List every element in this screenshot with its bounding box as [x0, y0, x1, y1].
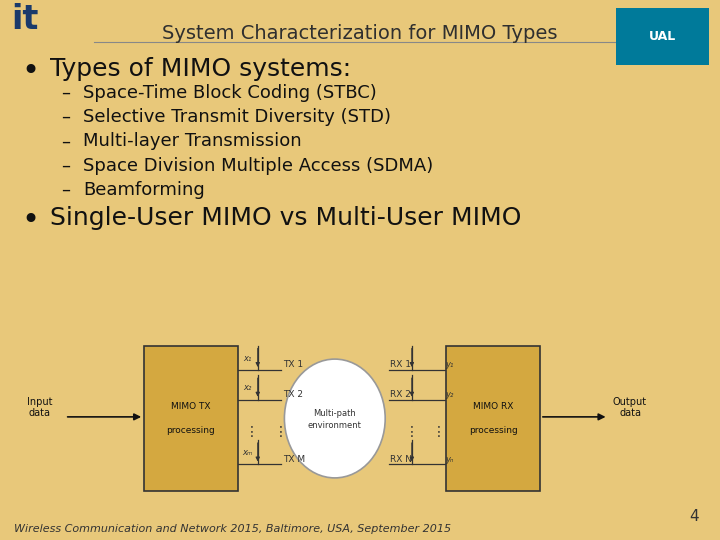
Bar: [616, 8, 709, 65]
Text: Multi-path: Multi-path: [313, 409, 356, 417]
Text: •: •: [22, 57, 40, 86]
Text: RX 2: RX 2: [390, 390, 411, 399]
Text: TX 1: TX 1: [283, 360, 303, 369]
Text: ⋮: ⋮: [274, 425, 288, 439]
Text: RX N: RX N: [390, 455, 413, 463]
Text: x₁: x₁: [243, 354, 252, 362]
Text: Input: Input: [27, 397, 53, 407]
Text: environment: environment: [308, 421, 361, 430]
Text: Space-Time Block Coding (STBC): Space-Time Block Coding (STBC): [83, 84, 377, 102]
Ellipse shape: [284, 359, 385, 478]
Text: Beamforming: Beamforming: [83, 181, 204, 199]
Bar: [446, 346, 540, 491]
Text: RX 1: RX 1: [390, 360, 411, 369]
Text: yₙ: yₙ: [445, 455, 454, 463]
Text: ⋮: ⋮: [405, 425, 419, 439]
Text: MIMO TX: MIMO TX: [171, 402, 210, 411]
Text: ⋮: ⋮: [432, 425, 446, 439]
Text: Output: Output: [613, 397, 647, 407]
Text: 4: 4: [689, 509, 698, 524]
Text: Wireless Communication and Network 2015, Baltimore, USA, September 2015: Wireless Communication and Network 2015,…: [14, 523, 451, 534]
Text: y₂: y₂: [445, 390, 454, 399]
Text: x₂: x₂: [243, 383, 252, 392]
Text: it: it: [11, 3, 38, 36]
Text: ⋮: ⋮: [245, 425, 259, 439]
Bar: [144, 346, 238, 491]
Text: processing: processing: [469, 426, 518, 435]
Text: data: data: [29, 408, 50, 418]
Text: Space Division Multiple Access (SDMA): Space Division Multiple Access (SDMA): [83, 157, 433, 174]
Text: processing: processing: [166, 426, 215, 435]
Text: TX M: TX M: [283, 455, 305, 463]
Text: –: –: [61, 84, 71, 102]
Text: Types of MIMO systems:: Types of MIMO systems:: [50, 57, 351, 80]
Text: MIMO RX: MIMO RX: [473, 402, 513, 411]
Text: –: –: [61, 108, 71, 126]
Text: System Characterization for MIMO Types: System Characterization for MIMO Types: [162, 24, 558, 43]
Text: •: •: [22, 206, 40, 235]
Text: TX 2: TX 2: [283, 390, 303, 399]
Text: UAL: UAL: [649, 30, 676, 43]
Text: Single-User MIMO vs Multi-User MIMO: Single-User MIMO vs Multi-User MIMO: [50, 206, 522, 230]
Text: –: –: [61, 132, 71, 150]
Text: –: –: [61, 157, 71, 174]
Text: xₘ: xₘ: [242, 448, 252, 457]
Text: Selective Transmit Diversity (STD): Selective Transmit Diversity (STD): [83, 108, 391, 126]
Text: y₁: y₁: [445, 360, 454, 369]
Text: data: data: [619, 408, 641, 418]
Text: –: –: [61, 181, 71, 199]
Text: Multi-layer Transmission: Multi-layer Transmission: [83, 132, 302, 150]
